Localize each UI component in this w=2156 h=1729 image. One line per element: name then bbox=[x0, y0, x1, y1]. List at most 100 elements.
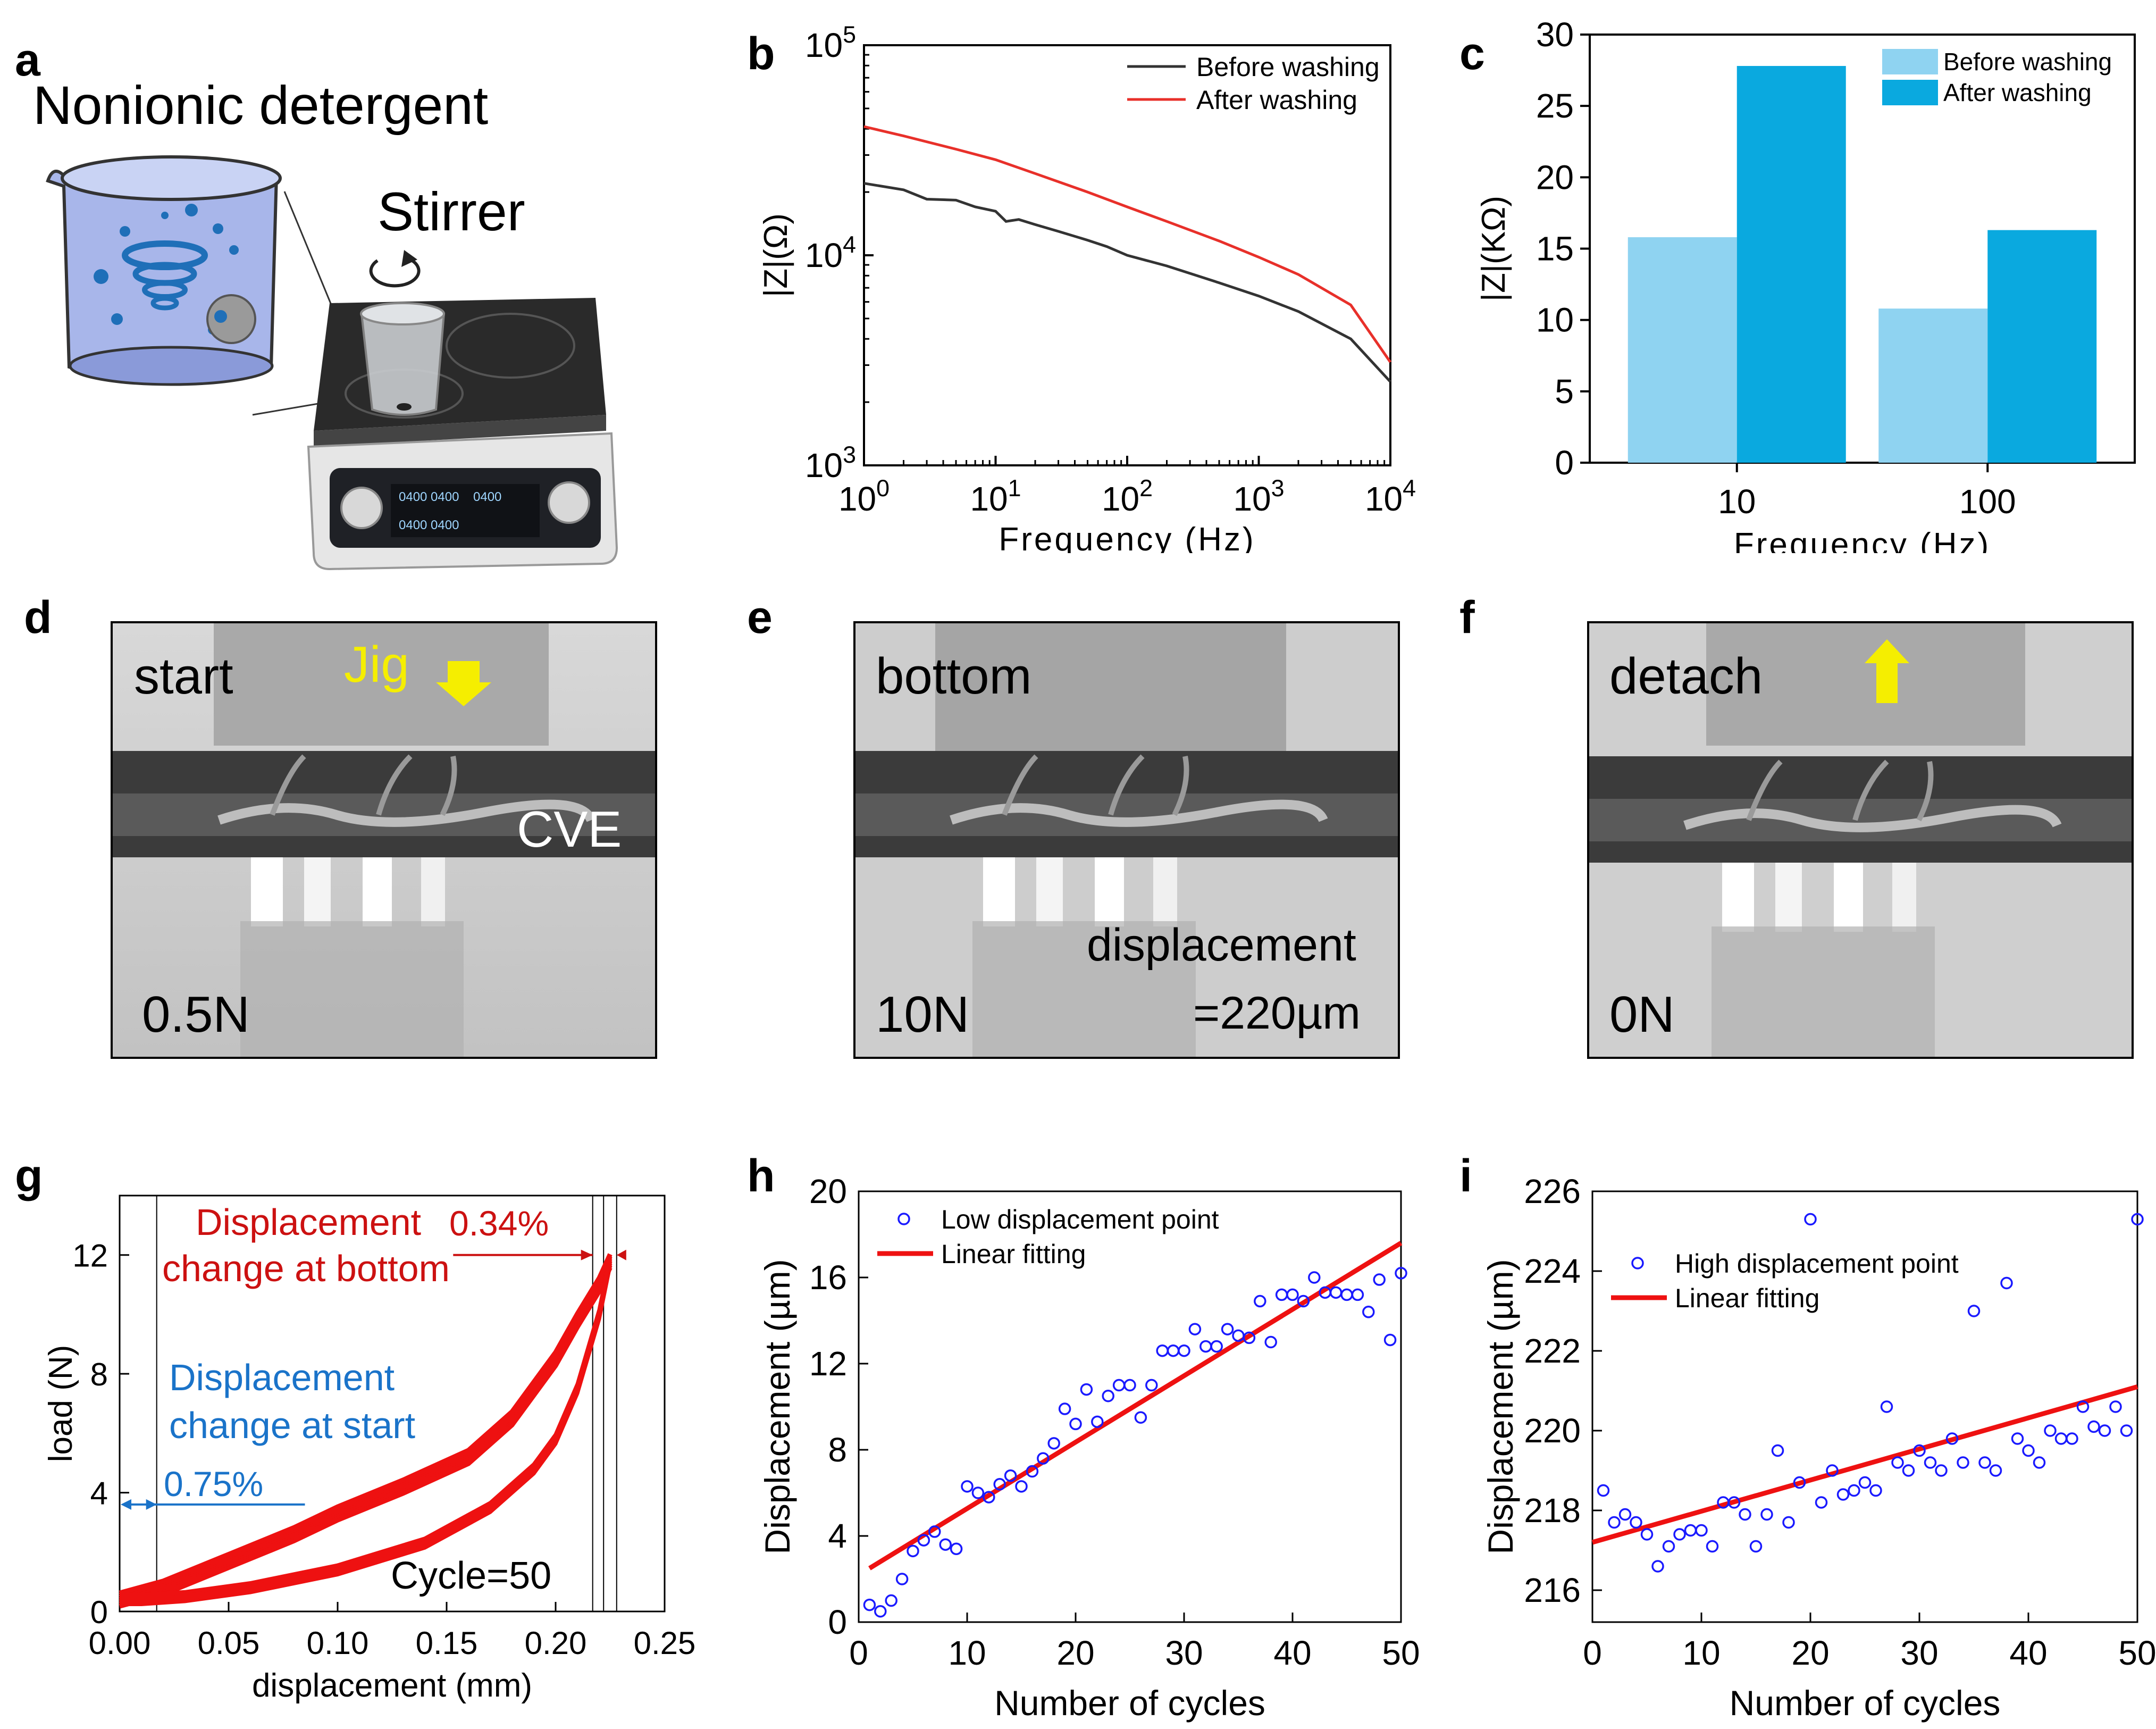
data-point bbox=[1199, 1340, 1212, 1353]
data-point bbox=[1167, 1344, 1180, 1357]
plot-frame bbox=[858, 1190, 1402, 1623]
data-point bbox=[1804, 1213, 1817, 1226]
stirrer-display-2: 0400 bbox=[473, 490, 501, 504]
y-axis-label: Displacement (µm) bbox=[1481, 1259, 1520, 1554]
data-point bbox=[939, 1538, 952, 1551]
data-point bbox=[874, 1605, 887, 1618]
data-point bbox=[1706, 1540, 1719, 1553]
panel-a-stirrer-label: Stirrer bbox=[377, 181, 525, 242]
data-point bbox=[917, 1534, 930, 1547]
y-tick-label: 104 bbox=[805, 231, 856, 274]
legend-label: After washing bbox=[1196, 85, 1357, 115]
x-tick-label: 104 bbox=[1365, 475, 1416, 518]
y-tick-label: 4 bbox=[828, 1517, 847, 1555]
legend-marker bbox=[1631, 1257, 1644, 1269]
g-annotation-start-2: change at start bbox=[169, 1405, 416, 1446]
y-tick-label: 12 bbox=[809, 1344, 847, 1383]
data-point bbox=[1188, 1323, 1202, 1335]
stirrer-display-1: 0400 0400 bbox=[399, 490, 459, 504]
y-tick-label: 216 bbox=[1524, 1571, 1581, 1609]
series-line-before bbox=[863, 182, 1391, 383]
data-point bbox=[993, 1478, 1006, 1491]
x-tick-label: 20 bbox=[1056, 1634, 1094, 1672]
x-tick-label: 10 bbox=[1718, 482, 1756, 521]
y-axis-label: |Z|(KΩ) bbox=[1475, 196, 1512, 302]
photo-d-state: start bbox=[134, 648, 233, 705]
panel-letter-h: h bbox=[747, 1150, 775, 1201]
unloading-curve bbox=[120, 1256, 612, 1597]
x-tick-label: 100 bbox=[1959, 482, 2016, 521]
data-point bbox=[1264, 1335, 1277, 1349]
data-point bbox=[1869, 1484, 1882, 1497]
y-axis-label: |Z|(Ω) bbox=[758, 213, 794, 297]
data-point bbox=[1254, 1294, 1266, 1308]
g-annotation-start-pct: 0.75% bbox=[164, 1464, 264, 1504]
data-point bbox=[1395, 1267, 1407, 1280]
data-point bbox=[2066, 1432, 2078, 1445]
panel-a-title: Nonionic detergent bbox=[33, 75, 489, 136]
data-point bbox=[1597, 1484, 1610, 1497]
chart-b: 100 101 102 103 104 103 104 105 Frequency (Hz) |Z… bbox=[758, 21, 1416, 553]
legend-swatch bbox=[1882, 80, 1938, 105]
data-point bbox=[1880, 1400, 1893, 1413]
g-annotation-bottom-1: Displacement bbox=[196, 1201, 422, 1243]
data-point bbox=[1848, 1484, 1860, 1497]
photo-e-displacement-label: displacement bbox=[1087, 920, 1356, 971]
data-point bbox=[2120, 1424, 2133, 1437]
start-arrow-head-left bbox=[121, 1499, 131, 1510]
data-point bbox=[2098, 1424, 2111, 1437]
data-point bbox=[1047, 1437, 1060, 1450]
data-point bbox=[1362, 1306, 1375, 1318]
data-point bbox=[907, 1544, 919, 1558]
x-tick-label: 50 bbox=[1382, 1634, 1420, 1672]
legend-swatch bbox=[1882, 49, 1938, 74]
legend-marker bbox=[897, 1213, 910, 1225]
y-tick-label: 16 bbox=[809, 1258, 847, 1297]
chart-g: 0.00 0.05 0.10 0.15 0.20 0.25 0 4 8 12 displacemen… bbox=[43, 1195, 696, 1704]
data-point bbox=[1308, 1271, 1321, 1284]
start-arrow-head-right bbox=[146, 1499, 157, 1510]
data-point bbox=[1858, 1476, 1872, 1489]
data-point bbox=[1340, 1288, 1353, 1301]
y-tick-label: 12 bbox=[72, 1238, 108, 1274]
data-point bbox=[2011, 1432, 2024, 1445]
data-point bbox=[1275, 1288, 1288, 1301]
data-point bbox=[1749, 1540, 1763, 1553]
data-point bbox=[1891, 1456, 1904, 1469]
data-point bbox=[2033, 1456, 2046, 1469]
y-tick-label: 30 bbox=[1536, 21, 1574, 54]
x-tick-label: 30 bbox=[1900, 1634, 1938, 1672]
data-point bbox=[1935, 1464, 1948, 1477]
data-point bbox=[1640, 1528, 1654, 1541]
y-tick-label: 5 bbox=[1555, 372, 1574, 411]
data-point bbox=[1297, 1294, 1310, 1308]
x-tick-label: 0.25 bbox=[634, 1625, 696, 1661]
photo-d-cve-label: CVE bbox=[517, 801, 622, 858]
data-point bbox=[950, 1542, 963, 1556]
y-tick-label: 25 bbox=[1536, 87, 1574, 125]
photo-f-force: 0N bbox=[1609, 986, 1675, 1043]
photo-e-displacement-value: =220µm bbox=[1193, 988, 1361, 1039]
plot-frame bbox=[119, 1195, 666, 1613]
bar-before-10 bbox=[1628, 237, 1737, 463]
g-cycle-label: Cycle=50 bbox=[391, 1555, 552, 1597]
x-axis-label: Number of cycles bbox=[994, 1683, 1265, 1723]
y-tick-label: 0 bbox=[1555, 444, 1574, 482]
panel-letter-c: c bbox=[1459, 28, 1485, 79]
x-tick-label: 40 bbox=[2009, 1634, 2047, 1672]
x-tick-label: 103 bbox=[1233, 475, 1284, 518]
x-tick-label: 102 bbox=[1102, 475, 1153, 518]
y-axis-label: load (N) bbox=[43, 1345, 79, 1463]
x-tick-label: 0.20 bbox=[525, 1625, 587, 1661]
data-point bbox=[1957, 1456, 1969, 1469]
legend-label: High displacement point bbox=[1675, 1249, 1959, 1279]
x-tick-label: 40 bbox=[1273, 1634, 1311, 1672]
x-tick-label: 101 bbox=[970, 475, 1021, 518]
data-point bbox=[1989, 1464, 2002, 1477]
y-axis-label: Displacement (µm) bbox=[758, 1259, 797, 1554]
bottom-arrow-head bbox=[581, 1249, 593, 1260]
data-point bbox=[1210, 1340, 1223, 1353]
data-point bbox=[1329, 1286, 1343, 1299]
data-point bbox=[2044, 1424, 2057, 1437]
y-tick-label: 15 bbox=[1536, 230, 1574, 268]
